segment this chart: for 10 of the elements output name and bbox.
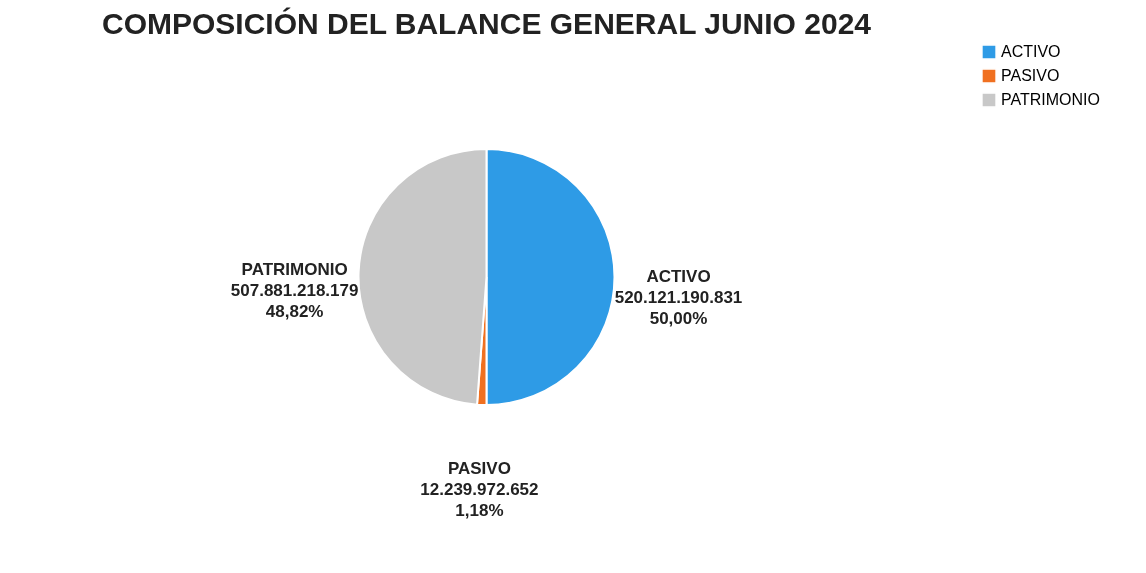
slice-label: PATRIMONIO — [241, 259, 348, 279]
data-label: 520.121.190.831 50,00% — [614, 288, 743, 328]
legend-label: PATRIMONIO — [1001, 91, 1100, 108]
chart-title: COMPOSICIÓN DEL BALANCE GENERAL JUNIO 2024 — [101, 7, 872, 40]
data-label: 12.239.972.652 1,18% — [420, 479, 539, 520]
data-label: 507.881.218.179 48,82% — [230, 280, 359, 321]
slice-label: ACTIVO — [646, 267, 711, 286]
slice-label: PASIVO — [447, 458, 511, 478]
legend-label: PASIVO — [1001, 67, 1060, 84]
legend-label: ACTIVO — [1001, 43, 1061, 60]
